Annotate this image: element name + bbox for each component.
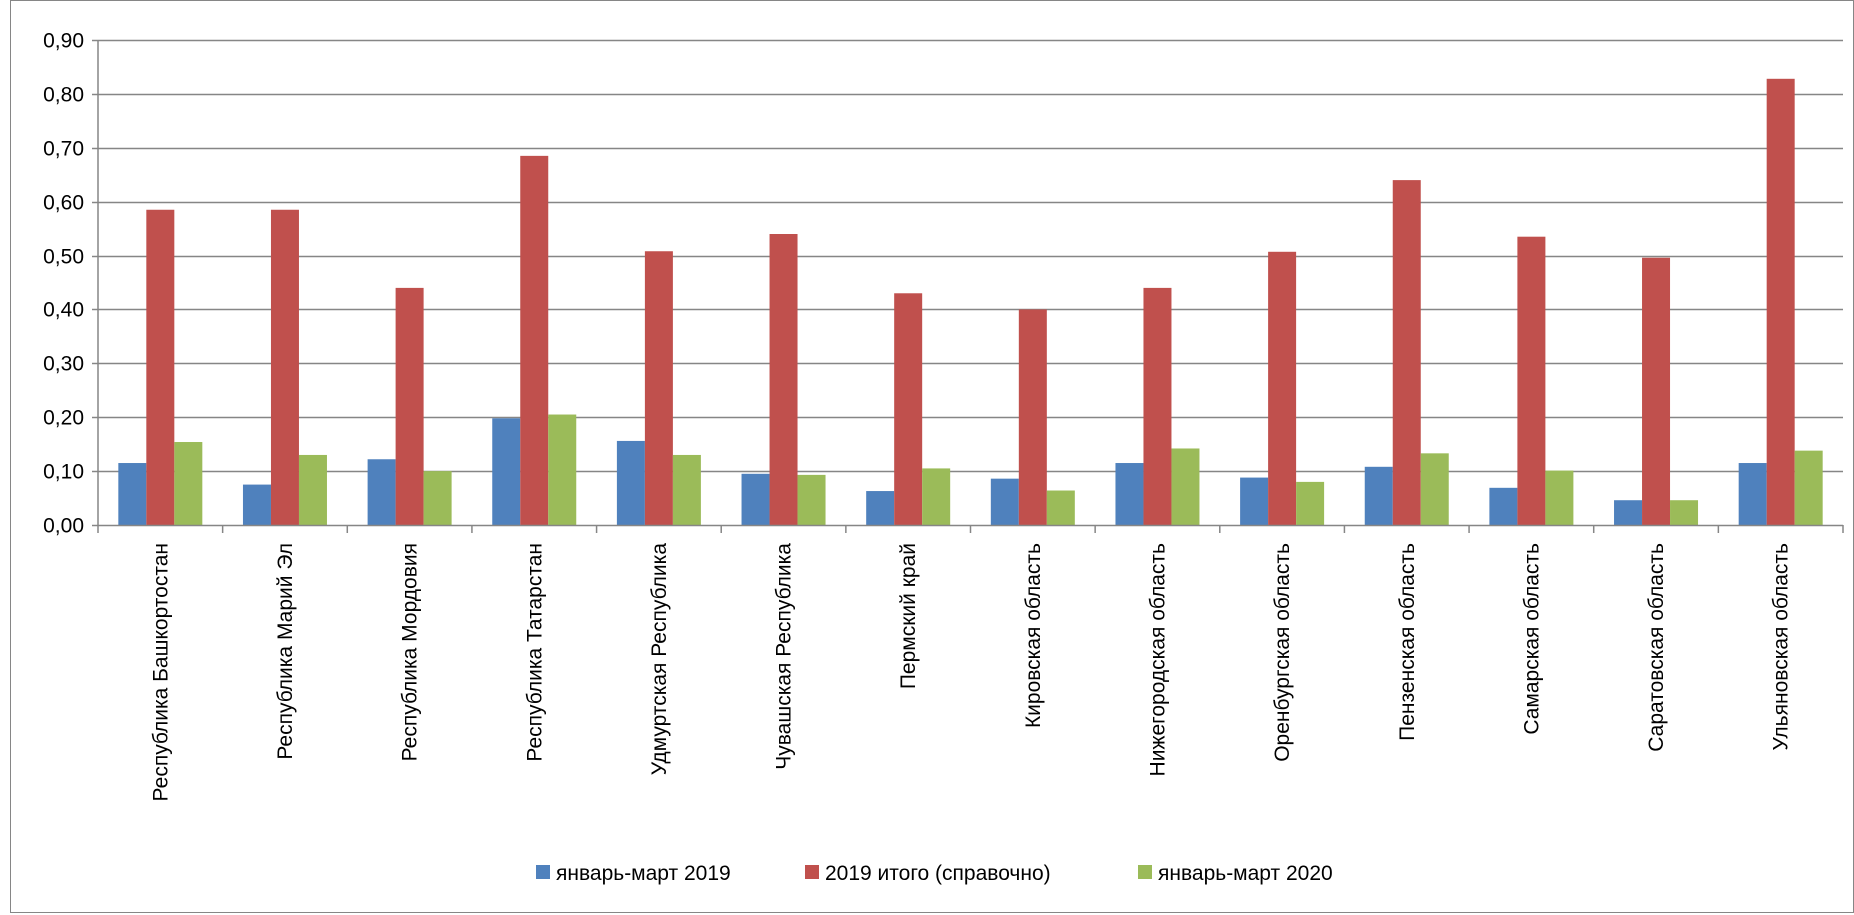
bar [298, 454, 327, 525]
axes [97, 40, 1844, 533]
bars [118, 78, 1823, 526]
bar [1670, 500, 1699, 525]
x-axis-category-labels: Республика Башкортостан Республика Марий … [149, 543, 1792, 802]
bar [644, 251, 673, 525]
legend: январь-март 2019 2019 итого (справочно) ян… [536, 862, 1333, 885]
y-axis-ticks: 0,00 0,10 0,20 0,30 0,40 0,50 0,60 0,70 0,80 0,90 [43, 30, 98, 538]
bar [1143, 287, 1172, 525]
bar [270, 209, 299, 525]
y-tick-label: 0,60 [43, 192, 84, 215]
x-category-label: Кировская область [1022, 543, 1045, 728]
x-category-label: Пермский край [897, 543, 920, 689]
legend-entry: 2019 итого (справочно) [825, 862, 1051, 885]
x-category-label: Оренбургская область [1271, 543, 1294, 762]
x-category-label: Чувашская Республика [773, 543, 796, 770]
bar [1171, 448, 1200, 525]
bar [492, 418, 521, 525]
x-category-label: Республика Башкортостан [149, 543, 172, 801]
bar [741, 473, 770, 525]
y-tick-label: 0,10 [43, 461, 84, 484]
y-tick-label: 0,90 [43, 30, 84, 53]
x-category-label: Республика Марий Эл [274, 543, 297, 760]
bar [990, 478, 1019, 525]
y-tick-label: 0,50 [43, 246, 84, 269]
y-tick-label: 0,70 [43, 138, 84, 161]
bar [174, 442, 203, 525]
x-category-label: Пензенская область [1396, 543, 1419, 741]
bar [866, 491, 895, 525]
bar [769, 234, 798, 525]
bar [797, 474, 826, 525]
bar [1240, 477, 1269, 525]
bar [1364, 466, 1393, 525]
x-category-label: Нижегородская область [1146, 543, 1169, 776]
bar [1046, 490, 1075, 525]
gridlines [98, 39, 1843, 473]
bar [672, 454, 701, 525]
y-tick-label: 0,30 [43, 353, 84, 376]
bar [367, 459, 396, 525]
x-category-label: Республика Татарстан [523, 543, 546, 762]
bar [1296, 481, 1325, 525]
x-category-label: Самарская область [1520, 543, 1543, 735]
x-category-label: Удмуртская Республика [648, 543, 671, 776]
legend-swatch [805, 865, 819, 879]
bar [423, 471, 452, 525]
y-tick-label: 0,40 [43, 299, 84, 322]
bar [1545, 470, 1574, 525]
bar [242, 484, 271, 525]
bar [1738, 463, 1767, 525]
x-category-label: Саратовская область [1645, 543, 1668, 752]
bar [548, 414, 577, 525]
bar [118, 463, 147, 525]
bar [1392, 180, 1421, 525]
legend-entry: январь-март 2019 [556, 862, 731, 885]
bar [520, 155, 549, 525]
bar [1766, 78, 1795, 526]
bar [395, 287, 424, 525]
x-category-label: Республика Мордовия [399, 543, 422, 761]
bar [1794, 450, 1823, 525]
y-tick-label: 0,20 [43, 407, 84, 430]
bar [1268, 251, 1297, 526]
legend-entry: январь-март 2020 [1158, 862, 1333, 885]
bar [1614, 500, 1643, 525]
bar [1018, 309, 1047, 525]
bar [1489, 487, 1518, 525]
y-tick-label: 0,00 [43, 515, 84, 538]
bar [1517, 236, 1546, 525]
legend-swatch [1138, 865, 1152, 879]
bar [922, 468, 951, 525]
x-category-label: Ульяновская область [1770, 543, 1793, 751]
y-tick-label: 0,80 [43, 84, 84, 107]
bar [146, 209, 175, 525]
bar [1420, 453, 1449, 525]
bar [1115, 463, 1144, 525]
bar [616, 440, 645, 525]
bar [894, 293, 923, 525]
legend-swatch [536, 865, 550, 879]
bar [1642, 257, 1671, 525]
